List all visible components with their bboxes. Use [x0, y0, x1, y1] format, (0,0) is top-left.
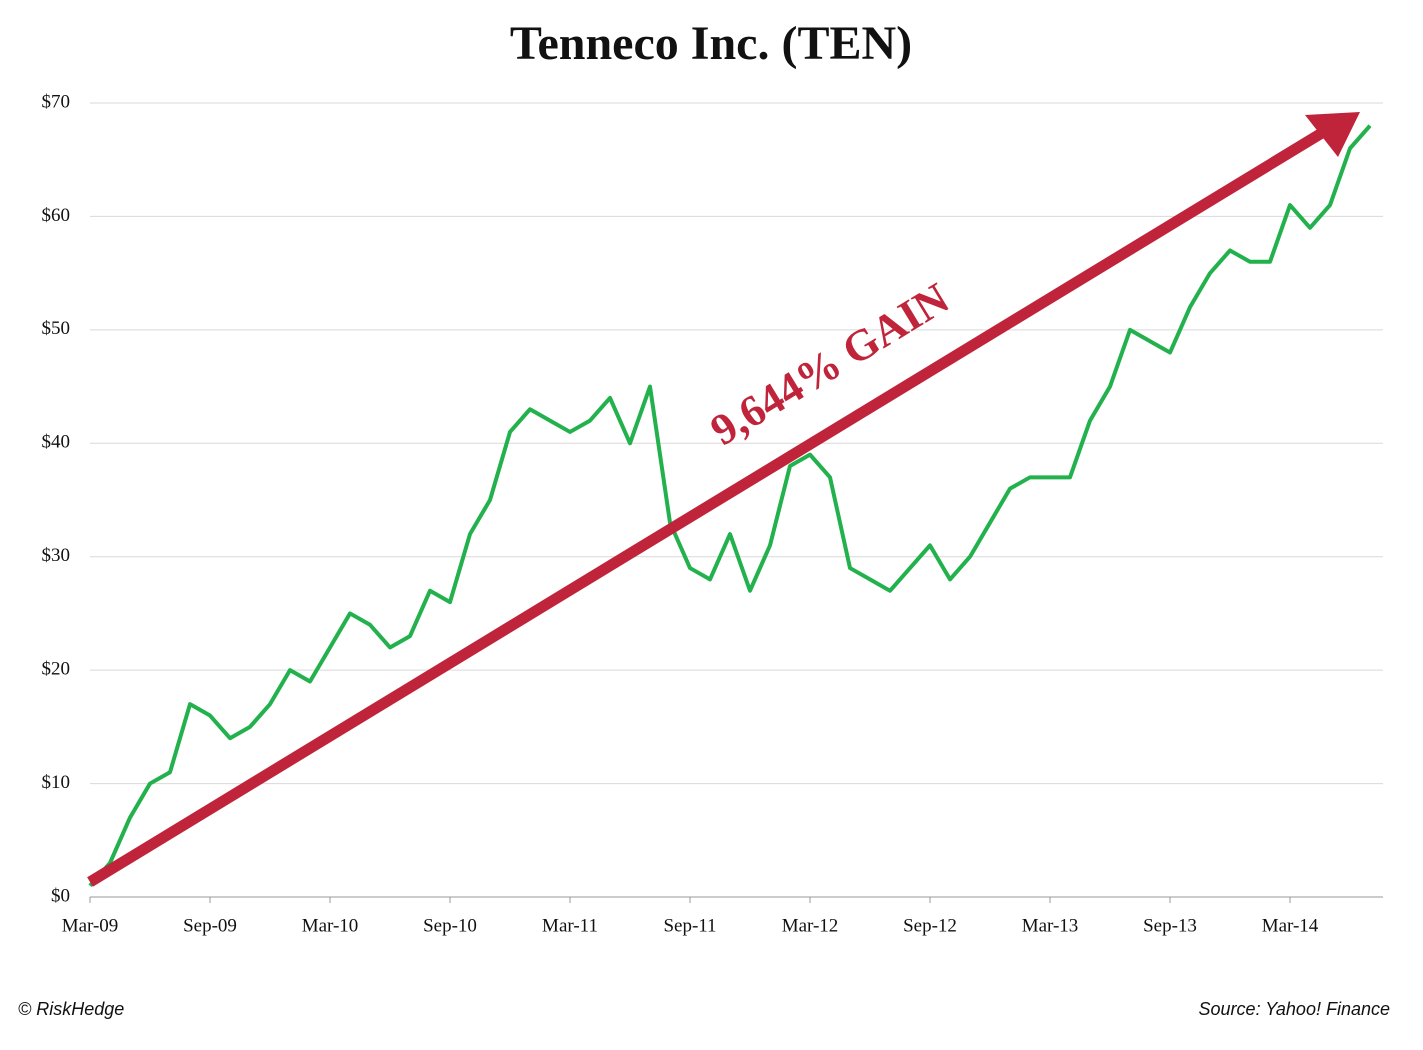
gain-arrow: 9,644% GAIN: [87, 112, 1360, 887]
x-tick-label: Mar-14: [1262, 915, 1319, 936]
y-tick-label: $70: [42, 91, 71, 112]
x-tick-label: Sep-13: [1143, 915, 1197, 936]
x-tick-label: Mar-10: [302, 915, 359, 936]
x-tick-label: Sep-09: [183, 915, 237, 936]
x-tick-label: Mar-09: [62, 915, 119, 936]
x-tick-label: Mar-13: [1022, 915, 1079, 936]
y-tick-label: $50: [42, 318, 71, 339]
y-tick-label: $20: [42, 659, 71, 680]
chart-title: Tenneco Inc. (TEN): [510, 17, 912, 70]
x-tick-label: Sep-12: [903, 915, 957, 936]
y-tick-label: $60: [42, 205, 71, 226]
x-tick-label: Sep-10: [423, 915, 477, 936]
x-tick-label: Sep-11: [663, 915, 716, 936]
y-tick-label: $10: [42, 772, 71, 793]
source: Source: Yahoo! Finance: [1199, 999, 1390, 1019]
price-line: [88, 124, 1372, 887]
y-tick-label: $0: [51, 885, 70, 906]
arrow-head: [1305, 112, 1360, 157]
arrow-shaft: [87, 123, 1333, 887]
plot: [88, 124, 1372, 887]
x-tick-label: Mar-11: [542, 915, 598, 936]
y-tick-label: $40: [42, 432, 71, 453]
y-tick-label: $30: [42, 545, 71, 566]
credit: © RiskHedge: [18, 999, 124, 1019]
x-tick-label: Mar-12: [782, 915, 839, 936]
